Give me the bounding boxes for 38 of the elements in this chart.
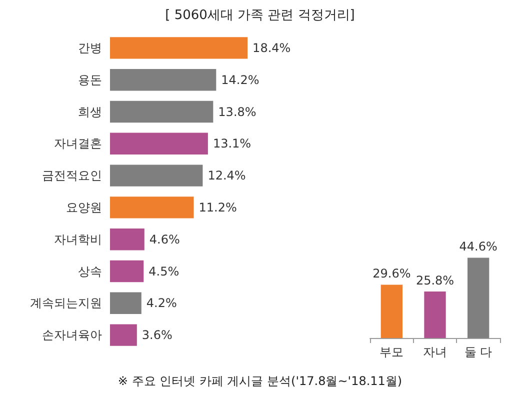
data-label: 13.8% xyxy=(218,104,256,119)
text: ※ 주요 인터넷 카페 게시글 분석('17.8월~'18.11월) xyxy=(118,374,402,388)
y-tick-label: 자녀결혼 xyxy=(54,136,102,151)
bar xyxy=(110,260,144,282)
chart-title: [ 5060세대 가족 관련 걱정거리] xyxy=(165,8,355,23)
y-tick-label: 용돈 xyxy=(78,72,102,87)
bar xyxy=(110,132,208,154)
x-tick-label: 부모 xyxy=(380,345,404,359)
y-tick-label: 상속 xyxy=(78,264,102,278)
bar xyxy=(110,164,203,186)
bar xyxy=(110,196,194,218)
data-label: 44.6% xyxy=(459,240,498,254)
data-label: 14.2% xyxy=(221,72,260,87)
bar xyxy=(110,100,214,123)
data-label: 12.4% xyxy=(208,168,246,183)
y-tick-label: 요양원 xyxy=(66,200,102,214)
data-label: 29.6% xyxy=(372,266,411,281)
data-label: 25.8% xyxy=(416,274,454,288)
data-label: 3.6% xyxy=(142,328,172,342)
y-tick-label: 간병 xyxy=(78,40,102,55)
data-label: 11.2% xyxy=(198,200,237,214)
data-label: 4.6% xyxy=(149,232,180,246)
y-tick-label: 금전적요인 xyxy=(42,168,102,183)
bar xyxy=(110,292,142,314)
y-tick-label: 자녀학비 xyxy=(54,232,102,246)
bar xyxy=(110,69,216,91)
bar xyxy=(110,37,248,59)
data-label: 4.2% xyxy=(146,296,177,310)
data-label: 4.5% xyxy=(148,264,180,278)
bar xyxy=(110,324,137,346)
y-tick-label: 계속되는지원 xyxy=(30,296,102,310)
bar xyxy=(110,228,144,250)
x-tick-label: 둘 다 xyxy=(464,345,492,359)
y-tick-label: 손자녀육아 xyxy=(42,328,102,342)
data-label: 13.1% xyxy=(212,136,252,151)
x-tick-label: 자녀 xyxy=(423,345,447,359)
y-tick-label: 희생 xyxy=(78,104,102,119)
data-label: 18.4% xyxy=(252,40,291,55)
